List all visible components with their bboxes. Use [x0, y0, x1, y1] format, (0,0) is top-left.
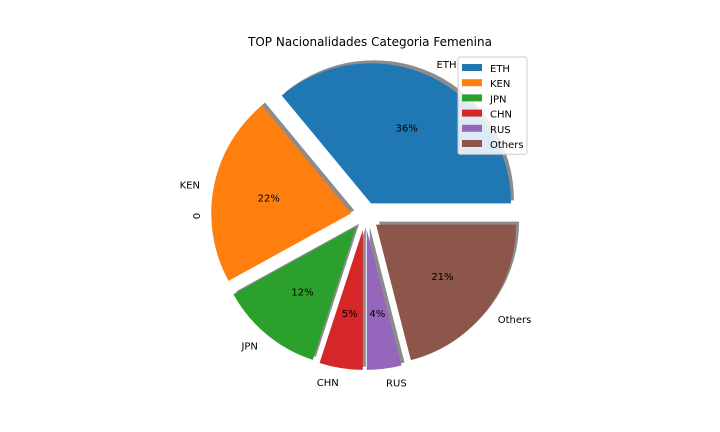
slice-labels: 36% ETH 22% KEN 12% JPN 5% CHN 4% RUS 21% Others — [180, 60, 532, 390]
slice-label-eth: ETH — [437, 60, 457, 71]
y-axis-label: 0 — [192, 213, 203, 219]
legend-label-rus: RUS — [490, 125, 511, 136]
pct-label-others: 21% — [431, 272, 453, 283]
pie-slice-eth — [281, 63, 511, 204]
legend-label-chn: CHN — [490, 110, 512, 121]
pct-label-chn: 5% — [342, 309, 358, 320]
legend-label-others: Others — [490, 140, 524, 151]
legend-swatch-chn — [462, 109, 482, 117]
legend-swatch-eth — [462, 64, 482, 71]
legend: ETH KEN JPN CHN RUS Others — [457, 56, 528, 155]
pct-label-eth: 36% — [396, 123, 418, 134]
pie-slice-others — [376, 224, 517, 361]
pct-label-jpn: 12% — [291, 288, 313, 299]
pie-slice-chn — [319, 229, 363, 370]
legend-swatch-ken — [462, 79, 482, 87]
slice-label-jpn: JPN — [240, 341, 257, 352]
legend-swatch-jpn — [462, 94, 482, 102]
pct-label-ken: 22% — [258, 194, 280, 205]
pie-slices — [211, 63, 517, 370]
legend-label-eth: ETH — [490, 64, 510, 75]
slice-label-rus: RUS — [386, 379, 407, 390]
slice-label-ken: KEN — [180, 181, 200, 192]
legend-label-jpn: JPN — [489, 94, 506, 105]
legend-swatch-rus — [462, 124, 482, 132]
pie-slice-rus — [366, 229, 402, 370]
slice-label-others: Others — [498, 315, 532, 326]
pie-slice-ken — [211, 105, 352, 281]
slice-label-chn: CHN — [317, 378, 339, 389]
legend-swatch-others — [462, 140, 482, 147]
chart-title: TOP Nacionalidades Categoria Femenina — [247, 35, 492, 49]
legend-label-ken: KEN — [490, 79, 510, 90]
pct-label-rus: 4% — [369, 309, 385, 320]
pie-slice-jpn — [233, 226, 357, 360]
